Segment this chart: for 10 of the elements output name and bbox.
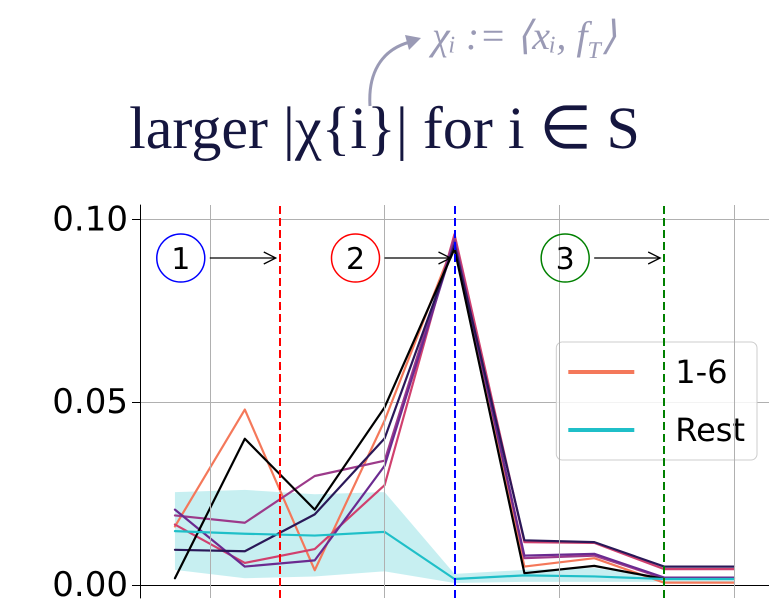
legend-label: 1-6 bbox=[675, 353, 728, 391]
chart-title: larger |χ{i}| for i ∈ S bbox=[128, 94, 641, 163]
annotation: 3 bbox=[556, 242, 575, 277]
y-tick-label: 0.05 bbox=[52, 382, 128, 422]
annotation: 2 bbox=[346, 242, 366, 277]
y-tick-label: 0.00 bbox=[52, 564, 128, 605]
y-tick-label: 0.10 bbox=[52, 200, 128, 240]
legend-label: Rest bbox=[675, 411, 745, 449]
annotation: 1 bbox=[171, 242, 190, 277]
line-series bbox=[174, 530, 736, 580]
